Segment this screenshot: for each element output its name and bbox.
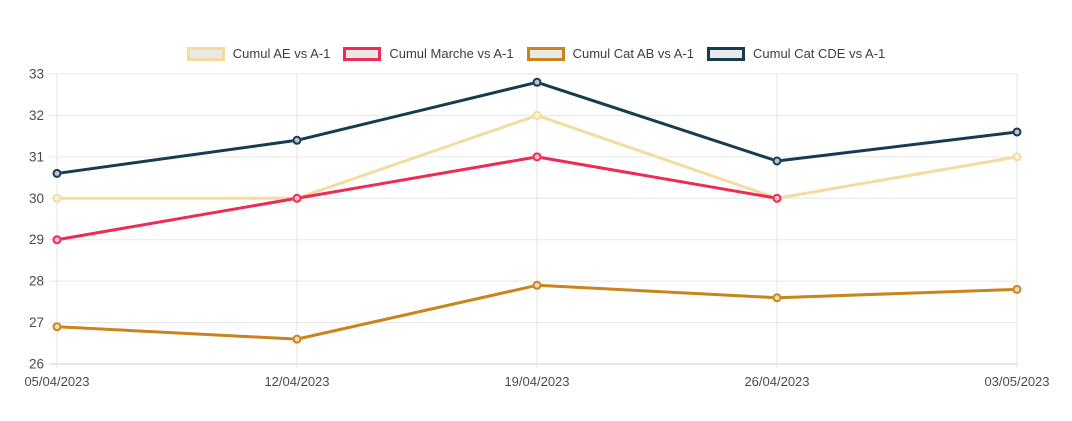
y-axis-tick-label: 31 [29, 149, 44, 164]
data-point[interactable] [532, 110, 542, 120]
x-axis-tick-label: 05/04/2023 [24, 374, 89, 389]
data-point[interactable] [1012, 284, 1022, 294]
data-point[interactable] [1012, 152, 1022, 162]
legend-item-4[interactable]: Cumul Cat CDE vs A-1 [707, 46, 885, 61]
y-axis-tick-label: 28 [29, 274, 44, 289]
y-axis-tick-label: 29 [29, 232, 44, 247]
data-point[interactable] [1012, 127, 1022, 137]
chart-legend: Cumul AE vs A-1 Cumul Marche vs A-1 Cumul … [0, 46, 1072, 61]
legend-label: Cumul Cat CDE vs A-1 [753, 46, 886, 61]
y-axis-tick-label: 26 [29, 357, 44, 372]
data-point[interactable] [52, 168, 62, 178]
legend-label: Cumul AE vs A-1 [232, 46, 331, 61]
y-axis-tick-label: 33 [29, 67, 44, 82]
legend-swatch-icon [186, 46, 225, 61]
x-axis-tick-label: 26/04/2023 [744, 374, 809, 389]
data-point[interactable] [52, 235, 62, 245]
legend-swatch-icon [343, 46, 382, 61]
data-point[interactable] [532, 152, 542, 162]
legend-swatch-icon [707, 46, 745, 61]
legend-label: Cumul Cat AB vs A-1 [572, 46, 694, 61]
data-point[interactable] [772, 193, 782, 203]
data-point[interactable] [52, 193, 62, 203]
legend-item-3[interactable]: Cumul Cat AB vs A-1 [526, 46, 694, 61]
data-point[interactable] [292, 135, 302, 145]
x-axis-tick-label: 03/05/2023 [984, 374, 1049, 389]
y-axis-tick-label: 32 [29, 108, 44, 123]
data-point[interactable] [772, 156, 782, 166]
legend-item-2[interactable]: Cumul Marche vs A-1 [343, 46, 514, 61]
data-point[interactable] [772, 293, 782, 303]
y-axis-tick-label: 30 [29, 191, 44, 206]
data-point[interactable] [292, 334, 302, 344]
data-point[interactable] [52, 322, 62, 332]
legend-item-1[interactable]: Cumul AE vs A-1 [186, 46, 331, 61]
legend-swatch-icon [526, 46, 565, 61]
x-axis-tick-label: 19/04/2023 [504, 374, 569, 389]
y-axis-tick-label: 27 [29, 315, 44, 330]
x-axis-tick-label: 12/04/2023 [264, 374, 329, 389]
data-point[interactable] [532, 77, 542, 87]
series-line-2 [55, 155, 779, 242]
data-point[interactable] [292, 193, 302, 203]
legend-label: Cumul Marche vs A-1 [389, 46, 514, 61]
data-point[interactable] [532, 280, 542, 290]
